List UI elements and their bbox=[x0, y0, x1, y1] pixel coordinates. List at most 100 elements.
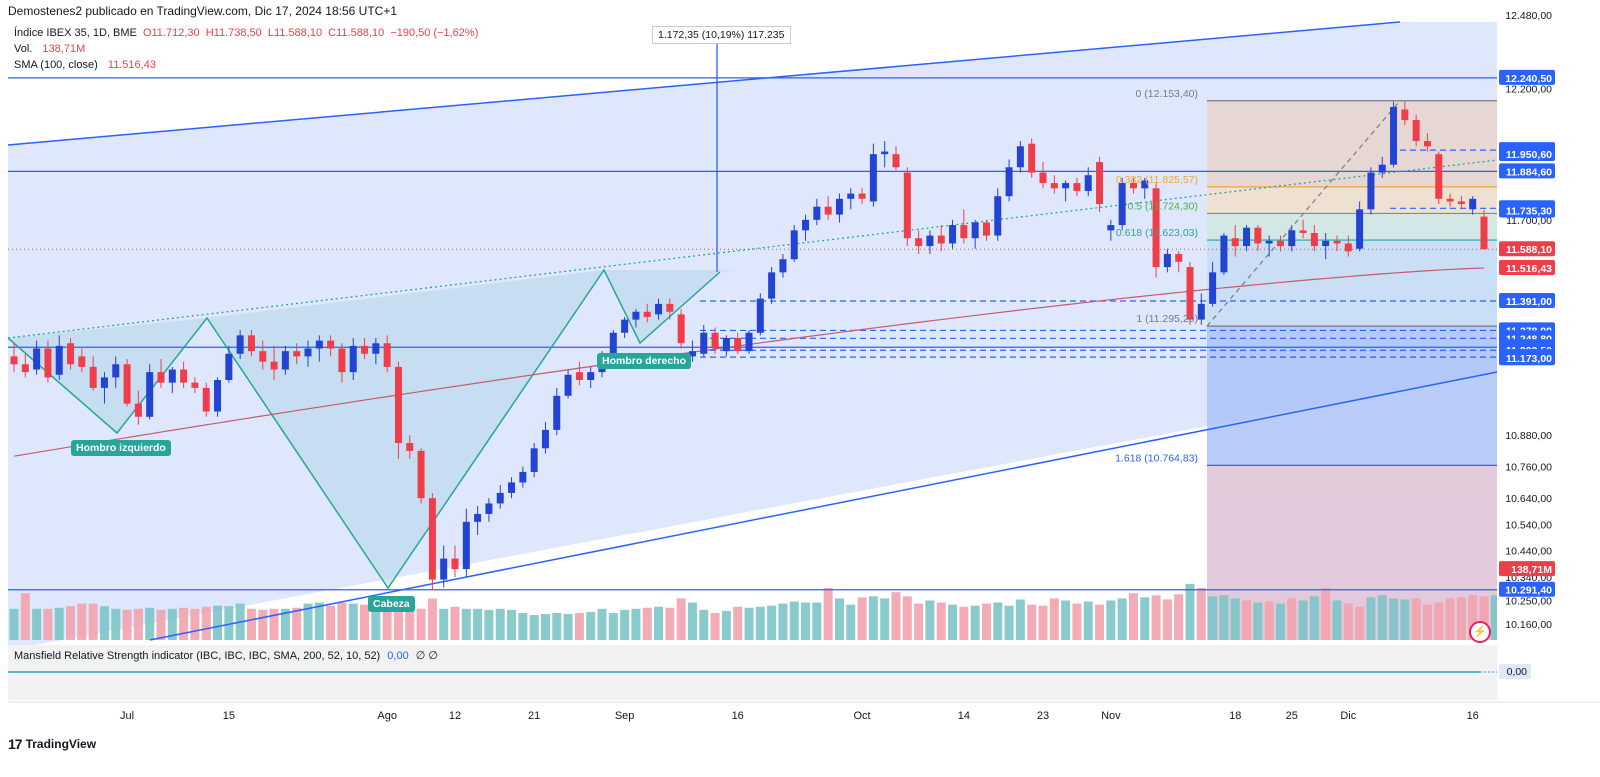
level-badge-label: 11.173,00 bbox=[1506, 353, 1552, 365]
candle-body bbox=[315, 340, 323, 349]
volume-label[interactable]: Vol. bbox=[14, 43, 33, 55]
volume-bar bbox=[360, 604, 370, 640]
candle-body bbox=[813, 206, 821, 220]
candle-body bbox=[394, 366, 402, 444]
indicator-title[interactable]: Mansfield Relative Strength indicator (I… bbox=[14, 650, 381, 662]
volume-bar bbox=[1196, 588, 1206, 640]
volume-bar bbox=[902, 596, 912, 640]
volume-bar bbox=[993, 602, 1003, 640]
candle-body bbox=[485, 503, 493, 514]
candle-body bbox=[44, 348, 52, 378]
channel-upper-line bbox=[7, 21, 1401, 146]
candle-body bbox=[1310, 232, 1318, 247]
candle-body bbox=[1254, 227, 1262, 244]
flash-icon[interactable]: ⚡ bbox=[1469, 621, 1491, 643]
candle-body bbox=[191, 382, 199, 388]
candle-body bbox=[236, 335, 244, 354]
level-badge-label: 12.240,50 bbox=[1505, 73, 1552, 85]
level-badge bbox=[1499, 202, 1555, 218]
volume-bar bbox=[812, 602, 822, 640]
candle-body bbox=[994, 196, 1002, 236]
indicator-value: 0,00 bbox=[387, 650, 409, 662]
level-badge-label: 10.291,40 bbox=[1505, 585, 1552, 597]
candle-body bbox=[553, 395, 561, 430]
candle-body bbox=[666, 303, 674, 312]
volume-bar bbox=[314, 602, 324, 640]
candle-body bbox=[632, 311, 640, 320]
volume-bar bbox=[224, 606, 234, 640]
candle-body bbox=[745, 332, 753, 352]
volume-bar bbox=[9, 608, 19, 640]
candle-body bbox=[1469, 198, 1477, 210]
volume-bar bbox=[201, 606, 211, 640]
candle-body bbox=[768, 272, 776, 299]
volume-bar bbox=[925, 600, 935, 640]
candle-body bbox=[508, 482, 516, 493]
volume-bar bbox=[1400, 599, 1410, 640]
volume-bar bbox=[1309, 596, 1319, 640]
volume-bar bbox=[1049, 598, 1059, 640]
x-tick-label: 21 bbox=[528, 710, 540, 722]
volume-bar bbox=[755, 606, 765, 640]
tradingview-logo[interactable]: 17 TradingView bbox=[8, 736, 96, 752]
volume-bar bbox=[880, 598, 890, 640]
volume-bar bbox=[733, 606, 743, 640]
volume-bar bbox=[1456, 597, 1466, 640]
candle-body bbox=[293, 351, 301, 357]
volume-bar bbox=[597, 608, 607, 640]
open-value: O11.712,30 bbox=[142, 27, 200, 39]
volume-bar bbox=[167, 608, 177, 640]
candle-body bbox=[1480, 216, 1488, 250]
volume-bar bbox=[156, 609, 166, 640]
volume-bar bbox=[834, 598, 844, 640]
candle-body bbox=[802, 219, 810, 231]
volume-bar bbox=[552, 612, 562, 640]
volume-bar bbox=[122, 609, 132, 640]
volume-bar bbox=[778, 603, 788, 640]
x-tick-label: Ago bbox=[377, 710, 397, 722]
candle-body bbox=[1062, 183, 1070, 189]
fib-label: 0.618 (11.623,03) bbox=[1116, 227, 1198, 239]
candle-body bbox=[327, 340, 335, 349]
candle-body bbox=[1412, 120, 1420, 142]
candle-body bbox=[734, 338, 742, 352]
candle-body bbox=[700, 332, 708, 354]
fib-zone-0 bbox=[1207, 100, 1497, 187]
level-badge-label: 138,71M bbox=[1511, 564, 1552, 576]
volume-bar bbox=[1242, 600, 1252, 640]
candle-body bbox=[259, 351, 267, 362]
candle-body bbox=[1107, 225, 1115, 231]
volume-bar bbox=[1230, 598, 1240, 640]
volume-bar bbox=[258, 609, 268, 640]
symbol-name[interactable]: Índice IBEX 35, 1D, BME bbox=[14, 27, 137, 39]
volume-bar bbox=[620, 609, 630, 640]
volume-bar bbox=[88, 603, 98, 640]
volume-bar bbox=[1321, 588, 1331, 640]
candle-body bbox=[779, 259, 787, 273]
sma-label[interactable]: SMA (100, close) bbox=[14, 59, 98, 71]
high-value: H11.738,50 bbox=[205, 27, 262, 39]
volume-bar bbox=[1027, 604, 1037, 640]
volume-bar bbox=[1106, 600, 1116, 640]
fib-zone-1 bbox=[1207, 326, 1497, 466]
candle-body bbox=[112, 364, 120, 378]
candle-body bbox=[519, 471, 527, 483]
fib-label: 0 (12.153,40) bbox=[1136, 88, 1198, 100]
low-value: L11.588,10 bbox=[267, 27, 323, 39]
candle-body bbox=[1367, 172, 1375, 210]
volume-bar bbox=[439, 608, 449, 640]
volume-bar bbox=[665, 607, 675, 640]
candle-body bbox=[609, 332, 617, 357]
volume-bar bbox=[1275, 603, 1285, 640]
candle-body bbox=[869, 154, 877, 202]
candle-body bbox=[1435, 154, 1443, 199]
level-badge bbox=[1499, 69, 1555, 85]
candle-body bbox=[1141, 180, 1149, 189]
volume-bar bbox=[348, 603, 358, 640]
volume-bar bbox=[868, 596, 878, 640]
volume-bar bbox=[1004, 605, 1014, 640]
indicator-extra: ∅ ∅ bbox=[415, 650, 439, 662]
candle-body bbox=[372, 343, 380, 354]
